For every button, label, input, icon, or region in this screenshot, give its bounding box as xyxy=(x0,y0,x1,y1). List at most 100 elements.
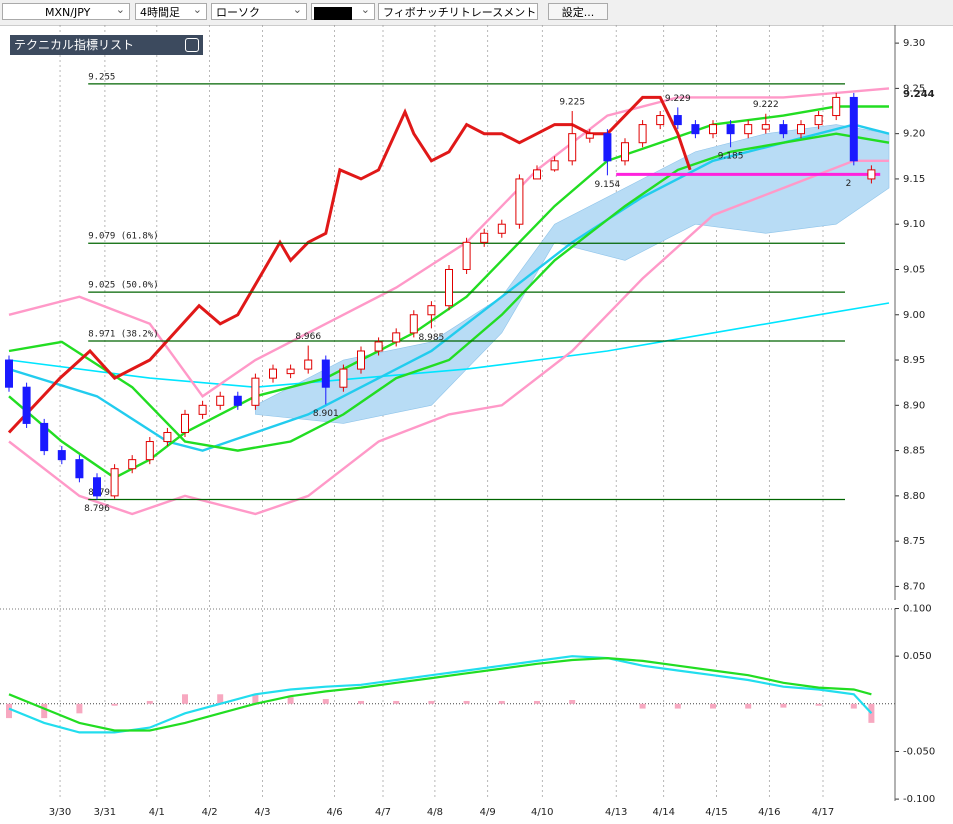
candle-body xyxy=(374,341,383,352)
histogram-bar xyxy=(111,703,118,706)
candle-body xyxy=(673,115,682,126)
price-annotation: 9.222 xyxy=(753,100,779,110)
candle-body xyxy=(744,124,753,135)
indicator-panel[interactable]: テクニカル指標リスト xyxy=(10,35,203,55)
candle-body xyxy=(849,96,858,162)
x-tick-label: 4/6 xyxy=(327,807,343,818)
indicator-line xyxy=(8,302,890,389)
price-annotation: 9.185 xyxy=(718,152,744,162)
y-tick-label: 9.15 xyxy=(903,174,925,185)
macd-line xyxy=(8,656,872,732)
candle-body xyxy=(638,124,647,144)
candle-body xyxy=(797,124,805,135)
x-tick-label: 4/9 xyxy=(480,807,496,818)
candle-body xyxy=(550,160,559,171)
histogram-bar xyxy=(146,700,153,704)
candle-body xyxy=(779,124,788,135)
settings-button[interactable]: 設定... xyxy=(548,3,608,20)
color-select[interactable] xyxy=(311,1,375,20)
indicator-line xyxy=(8,105,889,480)
candle-body xyxy=(5,359,13,388)
cloud xyxy=(255,124,890,424)
candle-body xyxy=(462,241,471,270)
indicator-line xyxy=(8,132,890,452)
histogram-bar xyxy=(287,697,294,704)
price-annotation: 8.796 xyxy=(84,504,110,514)
x-tick-label: 4/15 xyxy=(705,807,727,818)
histogram-bar xyxy=(428,700,435,704)
candle-body xyxy=(198,404,207,415)
histogram-bar xyxy=(498,700,505,704)
histogram-bar xyxy=(182,694,188,704)
histogram-bar xyxy=(534,700,540,704)
candle-body xyxy=(480,232,489,243)
y-tick-label: 8.75 xyxy=(903,536,925,547)
candle-body xyxy=(621,142,629,162)
chart-style: ローソク xyxy=(216,6,260,19)
candle-body xyxy=(357,350,365,370)
price-annotation: 8.985 xyxy=(419,333,445,343)
histogram-bar xyxy=(358,700,364,704)
x-tick-label: 4/14 xyxy=(652,807,674,818)
indicator-line xyxy=(8,159,889,516)
candle-body xyxy=(814,115,823,126)
macd-line xyxy=(8,655,873,734)
panel-icon xyxy=(185,38,199,52)
indicator-line xyxy=(8,123,890,452)
candle-body xyxy=(181,413,189,433)
fib-label: 9.025 (50.0%) xyxy=(88,281,158,291)
style-select[interactable]: ローソク xyxy=(211,1,307,20)
chart: 3/30 3/31 4/1 4/2 4/3 4/6 4/7 4/8 4/9 4/10 4/13 4/1… xyxy=(0,25,935,818)
histogram-bar xyxy=(463,700,470,704)
symbol-select[interactable]: MXN/JPY xyxy=(2,1,130,20)
candle-body xyxy=(163,431,172,443)
y-tick-label: 8.80 xyxy=(903,491,925,502)
candle-body xyxy=(726,124,735,135)
y-tick-label: 0.100 xyxy=(903,604,932,615)
candle-body xyxy=(445,268,453,307)
price-annotation: 8.901 xyxy=(313,409,339,419)
tool: フィボナッチリトレースメント xyxy=(383,6,537,19)
candle-body xyxy=(93,477,101,497)
candle-body xyxy=(656,115,665,126)
histogram-bar xyxy=(710,703,716,709)
y-tick-label: 9.20 xyxy=(903,129,925,140)
candle-body xyxy=(321,359,330,388)
candle-body xyxy=(339,368,348,388)
histogram-bar xyxy=(780,703,787,708)
tool-field[interactable]: フィボナッチリトレースメント xyxy=(378,3,538,20)
x-tick-label: 4/3 xyxy=(254,807,270,818)
y-tick-label: 9.05 xyxy=(903,264,925,275)
candle-body xyxy=(409,314,418,334)
histogram-bar xyxy=(252,694,259,704)
symbol: MXN/JPY xyxy=(45,6,91,19)
candle-body xyxy=(233,395,242,406)
candle-body xyxy=(761,124,770,130)
x-tick-label: 4/16 xyxy=(758,807,780,818)
color-swatch xyxy=(314,6,352,20)
histogram-bar xyxy=(393,700,400,704)
y-tick-label: 0.050 xyxy=(903,651,932,662)
candle-body xyxy=(145,441,154,461)
indicator-line xyxy=(8,87,890,398)
indicator-line xyxy=(7,95,692,434)
histogram-bar xyxy=(76,703,83,714)
candle-body xyxy=(128,459,137,470)
histogram-bar xyxy=(745,703,752,709)
candle-body xyxy=(40,422,49,452)
candle-body xyxy=(585,133,594,139)
last-price: 9.244 xyxy=(903,89,935,100)
y-tick-label: 8.95 xyxy=(903,355,925,366)
histogram-bar xyxy=(322,699,329,704)
histogram-bar xyxy=(639,703,646,709)
candle-body xyxy=(216,395,225,406)
x-tick-label: 4/17 xyxy=(812,807,834,818)
candle-body xyxy=(533,169,541,180)
timeframe: 4時間足 xyxy=(140,6,180,19)
candle-body xyxy=(691,124,700,135)
indicator-title: テクニカル指標リスト xyxy=(14,38,135,52)
candle-body xyxy=(269,368,277,379)
candle-body xyxy=(427,305,436,316)
timeframe-select[interactable]: 4時間足 xyxy=(135,1,207,20)
